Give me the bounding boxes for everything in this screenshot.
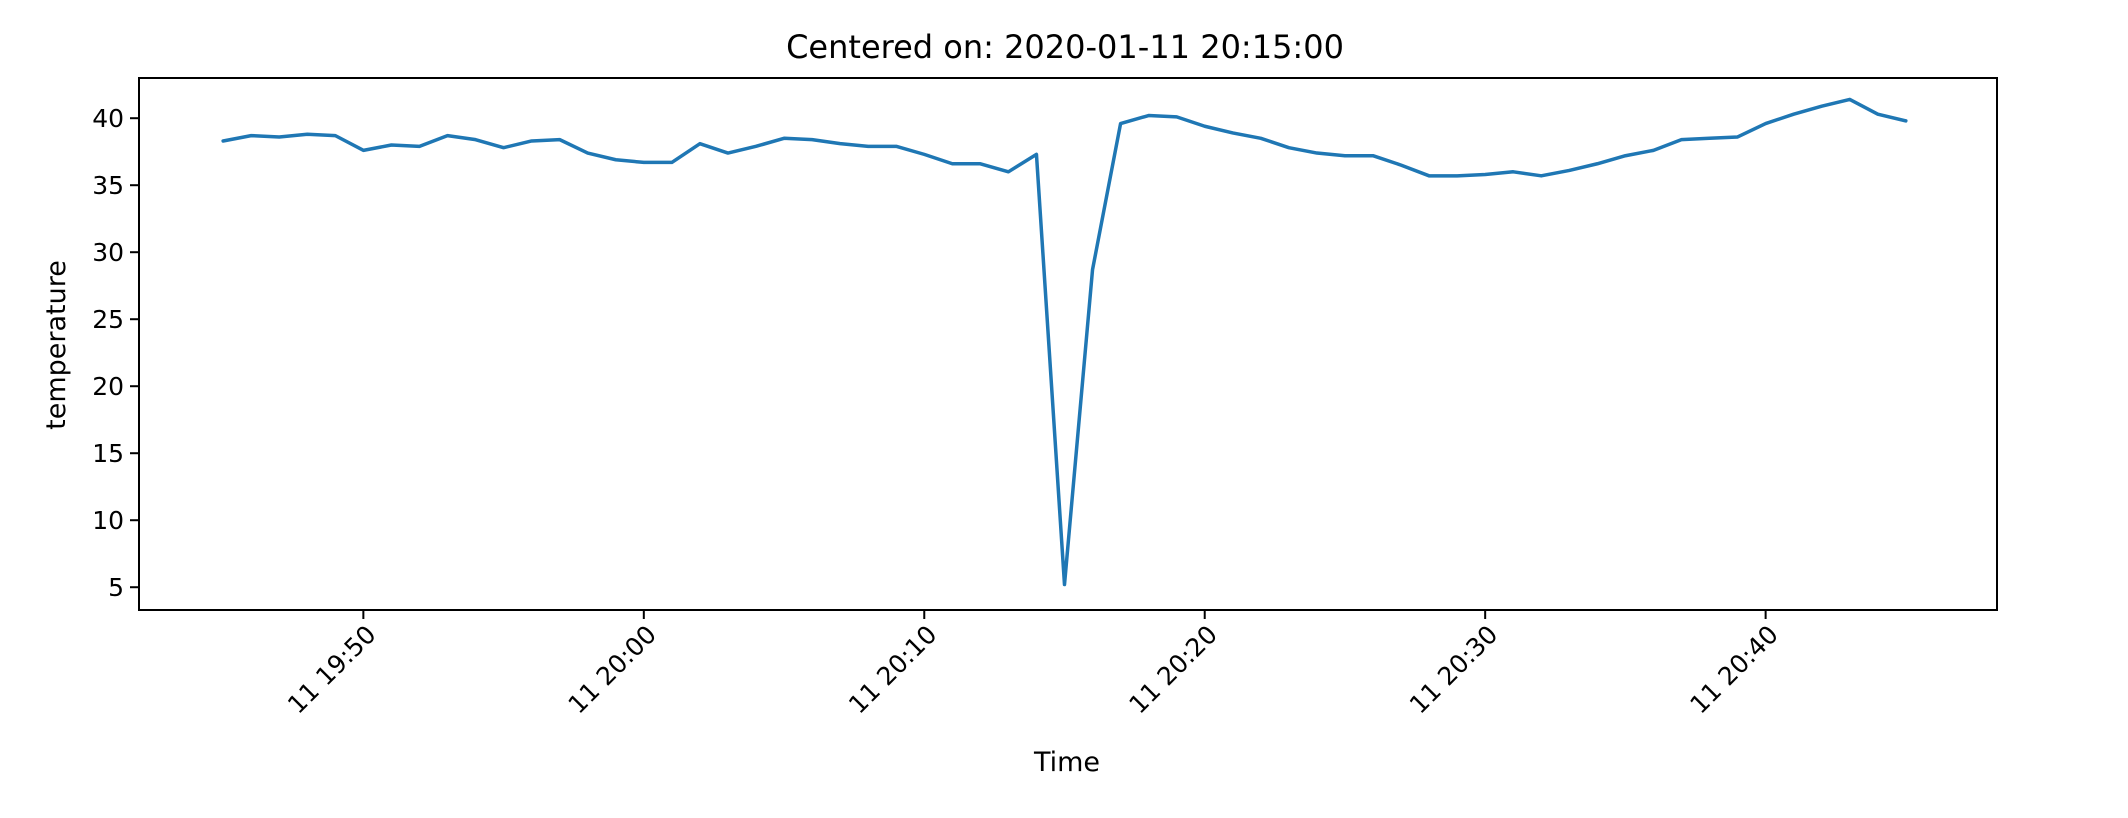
- y-tick-label: 20: [92, 372, 124, 401]
- x-axis-label: Time: [1033, 747, 1100, 778]
- y-tick-label: 5: [108, 573, 124, 602]
- x-axis: 11 19:50 11 20:00 11 20:10 11 20:20 11 20:30…: [282, 610, 1784, 719]
- y-tick-label: 10: [92, 506, 124, 535]
- y-tick-label: 15: [92, 439, 124, 468]
- y-axis-label: temperature: [41, 260, 72, 430]
- y-tick-label: 35: [92, 171, 124, 200]
- x-tick-label: 11 20:40: [1684, 620, 1784, 720]
- y-tick-label: 25: [92, 305, 124, 334]
- x-tick-label: 11 20:20: [1123, 620, 1223, 720]
- x-tick-label: 11 20:30: [1404, 620, 1504, 720]
- temperature-series-line: [221, 97, 1908, 587]
- x-tick-label: 11 20:10: [843, 620, 943, 720]
- y-tick-label: 30: [92, 238, 124, 267]
- y-axis: 5 10 15 20 25 30 35 40: [92, 104, 139, 602]
- chart-title: Centered on: 2020-01-11 20:15:00: [786, 28, 1344, 66]
- x-tick-label: 11 19:50: [282, 620, 382, 720]
- x-tick-label: 11 20:00: [562, 620, 662, 720]
- y-tick-label: 40: [92, 104, 124, 133]
- plot-frame: [138, 77, 1998, 611]
